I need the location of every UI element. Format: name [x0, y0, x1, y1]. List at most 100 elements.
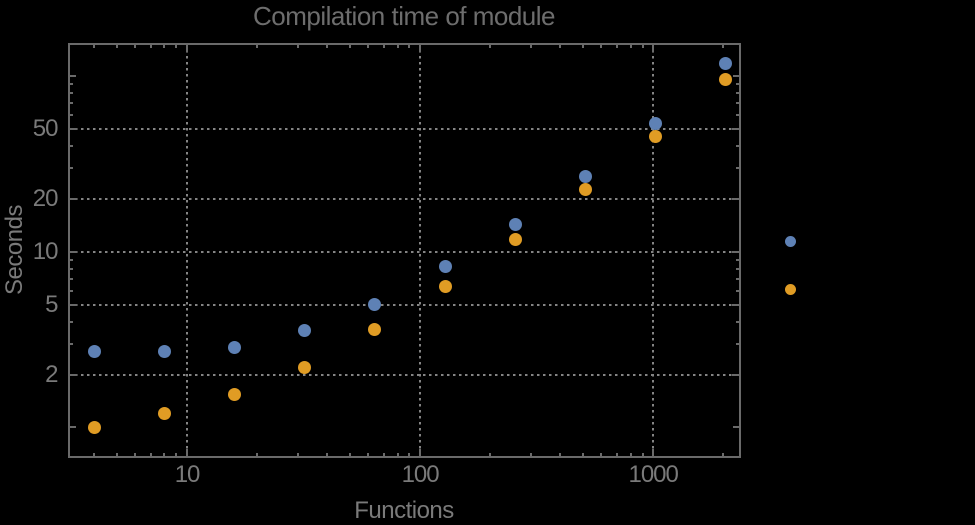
x-axis-label: Functions — [354, 497, 454, 524]
x-tick-mark — [93, 452, 96, 457]
y-tick-mark — [68, 74, 76, 77]
x-tick-mark — [408, 43, 411, 48]
x-tick-mark — [530, 452, 533, 457]
data-point-blue-x2048 — [719, 57, 733, 71]
x-tick-mark — [383, 43, 385, 48]
y-tick-mark — [68, 303, 77, 306]
y-tick-mark — [731, 250, 740, 253]
x-tick-mark — [326, 43, 329, 48]
x-tick-mark — [629, 43, 632, 48]
data-point-orange-x2048 — [719, 73, 733, 87]
y-tick-mark — [732, 74, 740, 77]
data-point-orange-x8 — [157, 407, 171, 421]
x-tick-mark — [149, 43, 152, 48]
y-tick-mark — [731, 303, 740, 306]
data-point-blue-x256 — [508, 218, 522, 232]
x-tick-mark — [600, 43, 603, 48]
y-tick-mark — [735, 166, 740, 169]
legend-marker-blue — [784, 235, 796, 247]
x-tick-mark — [134, 452, 137, 457]
x-tick-mark — [616, 43, 619, 48]
data-point-blue-x512 — [578, 169, 592, 183]
data-point-orange-x16 — [228, 387, 242, 401]
gridline-horizontal-50 — [68, 127, 740, 130]
y-tick-mark — [68, 91, 73, 94]
y-tick-mark — [68, 289, 73, 292]
x-tick-mark — [582, 43, 585, 48]
x-tick-mark — [163, 452, 166, 457]
x-tick-mark — [348, 452, 351, 457]
y-tick-mark — [68, 267, 73, 270]
x-tick-label-100: 100 — [401, 461, 440, 488]
x-tick-mark — [115, 43, 118, 48]
y-tick-mark — [68, 127, 77, 130]
data-point-blue-x4 — [87, 345, 101, 359]
data-point-blue-x32 — [298, 324, 312, 338]
y-tick-mark — [68, 82, 73, 85]
y-tick-mark — [735, 267, 740, 270]
y-tick-label-50: 50 — [32, 114, 59, 142]
y-tick-mark — [735, 91, 740, 94]
data-point-orange-x4 — [87, 420, 101, 434]
y-tick-mark — [731, 373, 740, 376]
x-tick-mark — [582, 452, 585, 457]
y-tick-mark — [731, 127, 740, 130]
data-point-orange-x128 — [438, 280, 452, 294]
y-tick-mark — [68, 258, 73, 261]
x-tick-mark — [641, 43, 644, 48]
x-tick-label-1000: 1000 — [628, 461, 678, 488]
y-tick-mark — [735, 277, 740, 280]
x-tick-mark — [186, 448, 189, 457]
data-point-orange-x32 — [298, 360, 312, 374]
x-tick-mark — [326, 452, 329, 457]
x-tick-mark — [419, 43, 422, 52]
x-tick-mark — [396, 43, 399, 48]
data-point-orange-x1024 — [649, 129, 663, 143]
x-tick-mark — [348, 43, 351, 48]
x-tick-mark — [297, 43, 300, 48]
x-tick-mark — [396, 452, 399, 457]
x-tick-mark — [419, 448, 422, 457]
y-tick-mark — [735, 258, 740, 261]
legend-marker-orange — [784, 283, 796, 295]
gridline-horizontal-10 — [68, 250, 740, 253]
y-tick-mark — [735, 320, 740, 323]
y-tick-mark — [735, 113, 740, 116]
gridline-vertical-1000 — [652, 43, 655, 457]
x-tick-mark — [489, 452, 492, 457]
data-point-blue-x1024 — [649, 116, 663, 130]
data-point-blue-x16 — [228, 340, 242, 354]
data-point-orange-x256 — [508, 233, 522, 247]
x-tick-label-10: 10 — [174, 461, 201, 488]
y-tick-mark — [68, 101, 73, 104]
y-tick-mark — [735, 342, 740, 345]
y-tick-mark — [68, 426, 76, 429]
y-tick-mark — [731, 197, 740, 200]
x-tick-mark — [175, 43, 178, 48]
x-tick-mark — [641, 452, 644, 457]
y-tick-mark — [735, 101, 740, 104]
x-tick-mark — [256, 43, 259, 48]
x-tick-mark — [629, 452, 632, 457]
y-tick-mark — [68, 342, 73, 345]
x-tick-mark — [175, 452, 178, 457]
x-tick-mark — [383, 452, 385, 457]
y-tick-label-5: 5 — [45, 290, 58, 318]
data-point-blue-x64 — [368, 298, 382, 312]
x-tick-mark — [722, 43, 725, 48]
data-point-blue-x8 — [157, 345, 171, 359]
y-tick-mark — [732, 426, 740, 429]
gridline-vertical-10 — [186, 43, 189, 457]
x-tick-mark — [600, 452, 603, 457]
y-tick-label-2: 2 — [45, 360, 58, 388]
x-tick-mark — [149, 452, 152, 457]
x-tick-mark — [186, 43, 189, 52]
x-tick-mark — [559, 452, 562, 457]
y-tick-mark — [735, 144, 740, 147]
data-point-blue-x128 — [438, 260, 452, 274]
x-tick-mark — [367, 452, 370, 457]
gridline-horizontal-2 — [68, 373, 740, 376]
x-tick-mark — [134, 43, 137, 48]
x-tick-mark — [256, 452, 259, 457]
